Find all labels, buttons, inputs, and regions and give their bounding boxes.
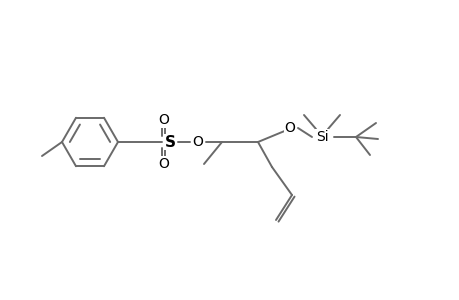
Text: S: S [164,134,175,149]
Text: Si: Si [315,130,328,144]
Text: O: O [158,113,169,127]
Text: O: O [284,121,295,135]
Text: O: O [158,157,169,171]
Text: O: O [192,135,203,149]
